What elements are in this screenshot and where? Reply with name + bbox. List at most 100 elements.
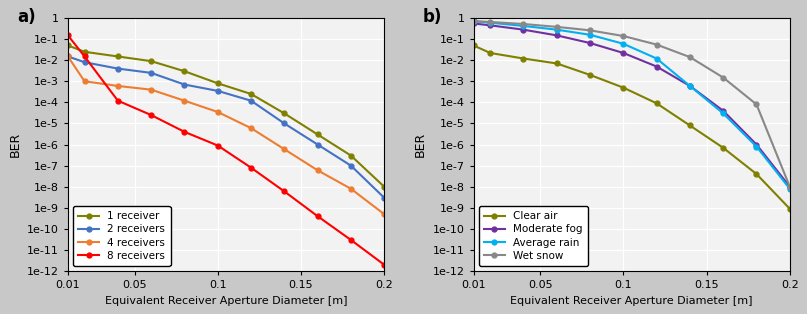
- Wet snow: [552, 25, 562, 29]
- Line: 4 receivers: 4 receivers: [65, 54, 387, 217]
- Average rain: [718, 111, 728, 115]
- X-axis label: Equivalent Receiver Aperture Diameter [m]: Equivalent Receiver Aperture Diameter [m…: [105, 296, 347, 306]
- Line: Average rain: Average rain: [471, 19, 792, 191]
- 1 receiver: [213, 81, 223, 85]
- Line: Wet snow: Wet snow: [471, 19, 792, 189]
- 2 receivers: [80, 60, 90, 64]
- Line: 1 receiver: 1 receiver: [65, 43, 387, 189]
- 4 receivers: [213, 110, 223, 114]
- Line: 2 receivers: 2 receivers: [65, 54, 387, 200]
- Average rain: [618, 42, 628, 46]
- Moderate fog: [485, 24, 495, 27]
- 2 receivers: [379, 196, 389, 200]
- 8 receivers: [313, 214, 323, 218]
- Clear air: [485, 51, 495, 55]
- 1 receiver: [80, 50, 90, 54]
- 4 receivers: [113, 84, 123, 88]
- Clear air: [751, 172, 761, 176]
- Clear air: [519, 57, 529, 60]
- Moderate fog: [751, 143, 761, 146]
- Wet snow: [485, 20, 495, 24]
- Moderate fog: [519, 28, 529, 31]
- Wet snow: [469, 19, 479, 23]
- 1 receiver: [63, 44, 73, 47]
- Wet snow: [618, 34, 628, 38]
- Y-axis label: BER: BER: [414, 132, 427, 157]
- 8 receivers: [246, 166, 256, 170]
- Moderate fog: [552, 34, 562, 37]
- 8 receivers: [80, 55, 90, 58]
- 8 receivers: [379, 263, 389, 267]
- Average rain: [485, 21, 495, 24]
- 2 receivers: [180, 83, 190, 86]
- Clear air: [469, 44, 479, 47]
- Line: Clear air: Clear air: [471, 43, 792, 211]
- Moderate fog: [618, 51, 628, 55]
- Line: 8 receivers: 8 receivers: [65, 33, 387, 267]
- 4 receivers: [313, 168, 323, 172]
- 8 receivers: [180, 130, 190, 134]
- 2 receivers: [346, 164, 356, 167]
- 4 receivers: [346, 187, 356, 191]
- 1 receiver: [346, 154, 356, 157]
- Clear air: [785, 207, 795, 211]
- Moderate fog: [718, 109, 728, 113]
- 2 receivers: [279, 122, 289, 125]
- Line: Moderate fog: Moderate fog: [471, 21, 792, 189]
- Legend: 1 receiver, 2 receivers, 4 receivers, 8 receivers: 1 receiver, 2 receivers, 4 receivers, 8 …: [73, 206, 170, 266]
- 1 receiver: [379, 185, 389, 189]
- Clear air: [652, 101, 662, 105]
- 4 receivers: [246, 126, 256, 130]
- 2 receivers: [246, 99, 256, 103]
- Moderate fog: [585, 41, 595, 45]
- 2 receivers: [313, 143, 323, 146]
- 2 receivers: [146, 71, 156, 75]
- Wet snow: [751, 103, 761, 106]
- Moderate fog: [785, 185, 795, 189]
- Average rain: [519, 24, 529, 28]
- 1 receiver: [146, 59, 156, 63]
- Average rain: [685, 84, 695, 88]
- 2 receivers: [63, 55, 73, 58]
- Average rain: [552, 28, 562, 31]
- Moderate fog: [685, 84, 695, 88]
- Average rain: [469, 19, 479, 23]
- 2 receivers: [113, 67, 123, 70]
- Clear air: [618, 86, 628, 89]
- Wet snow: [519, 22, 529, 26]
- 8 receivers: [346, 238, 356, 242]
- Text: b): b): [423, 8, 442, 26]
- 8 receivers: [146, 113, 156, 117]
- 4 receivers: [279, 147, 289, 151]
- Clear air: [585, 73, 595, 77]
- Moderate fog: [652, 65, 662, 68]
- 2 receivers: [213, 89, 223, 93]
- 4 receivers: [379, 212, 389, 216]
- 1 receiver: [113, 55, 123, 58]
- Wet snow: [585, 29, 595, 32]
- Wet snow: [652, 43, 662, 46]
- Average rain: [585, 33, 595, 37]
- Average rain: [785, 187, 795, 191]
- Clear air: [552, 62, 562, 65]
- Text: a): a): [17, 8, 36, 26]
- 1 receiver: [313, 133, 323, 136]
- 4 receivers: [63, 55, 73, 58]
- Legend: Clear air, Moderate fog, Average rain, Wet snow: Clear air, Moderate fog, Average rain, W…: [479, 206, 587, 266]
- Clear air: [718, 146, 728, 150]
- Average rain: [652, 57, 662, 60]
- 4 receivers: [180, 99, 190, 103]
- 4 receivers: [80, 79, 90, 83]
- Clear air: [685, 124, 695, 127]
- Wet snow: [718, 76, 728, 79]
- Average rain: [751, 145, 761, 149]
- 8 receivers: [213, 143, 223, 147]
- Y-axis label: BER: BER: [8, 132, 21, 157]
- X-axis label: Equivalent Receiver Aperture Diameter [m]: Equivalent Receiver Aperture Diameter [m…: [510, 296, 753, 306]
- 1 receiver: [180, 69, 190, 73]
- 8 receivers: [279, 190, 289, 193]
- Wet snow: [785, 185, 795, 189]
- Wet snow: [685, 55, 695, 59]
- Moderate fog: [469, 22, 479, 25]
- 4 receivers: [146, 88, 156, 92]
